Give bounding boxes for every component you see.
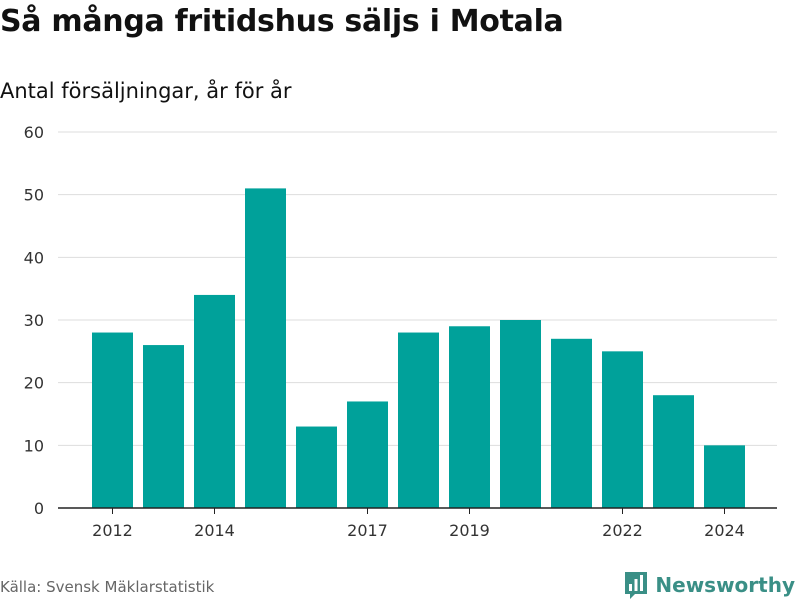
bars [92,188,745,508]
bar-2016 [296,426,337,508]
bar-2020 [500,320,541,508]
y-tick-label: 20 [24,374,44,393]
y-tick-label: 60 [24,123,44,142]
bar-2018 [398,332,439,508]
x-tick-label: 2014 [194,521,235,540]
bar-2012 [92,332,133,508]
bar-2023 [653,395,694,508]
x-tick-label: 2022 [602,521,643,540]
bar-2021 [551,338,592,508]
bar-2015 [245,188,286,508]
x-tick-label: 2012 [92,521,133,540]
y-tick-label: 0 [34,499,44,518]
bar-2022 [602,351,643,508]
y-tick-label: 10 [24,436,44,455]
y-tick-label: 40 [24,248,44,267]
bar-2019 [449,326,490,508]
axes: 0 10 20 30 40 50 60 2012 2014 2017 2019 2022 2024 [24,123,777,540]
y-tick-label: 30 [24,311,44,330]
source-note: Källa: Svensk Mäklarstatistik [0,578,215,596]
x-tick-label: 2017 [347,521,388,540]
bar-chart-speech-bubble-icon [625,572,648,599]
chart-title: Så många fritidshus säljs i Motala [0,4,564,39]
chart-subtitle: Antal försäljningar, år för år [0,79,292,103]
bar-2024 [704,445,745,508]
bar-2014 [194,294,235,508]
x-tick-label: 2019 [449,521,490,540]
bar-2013 [143,345,184,508]
brand-logo: Newsworthy [623,570,795,600]
bar-2017 [347,401,388,508]
x-tick-label: 2024 [704,521,745,540]
brand-name: Newsworthy [655,573,795,597]
y-tick-label: 50 [24,186,44,205]
